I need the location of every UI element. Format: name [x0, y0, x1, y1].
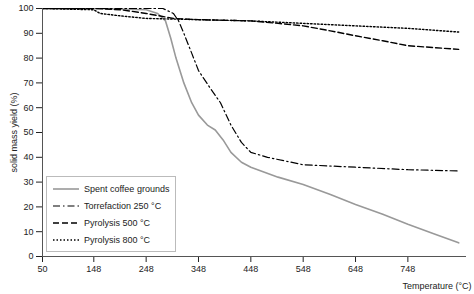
html-text:Torrefaction 250 °C: Torrefaction 250 °C	[84, 200, 162, 211]
svg-text:20: 20	[23, 202, 33, 212]
svg-text:Temperature (°C): Temperature (°C)	[402, 281, 471, 291]
svg-text:748: 748	[400, 264, 415, 274]
html-text:Pyrolysis 800 °C: Pyrolysis 800 °C	[84, 234, 151, 245]
svg-text:50: 50	[23, 127, 33, 137]
svg-text:50: 50	[37, 264, 47, 274]
svg-text:548: 548	[296, 264, 311, 274]
svg-text:solid mass yield (%): solid mass yield (%)	[9, 92, 19, 172]
html-text:Pyrolysis 500 °C: Pyrolysis 500 °C	[84, 217, 151, 228]
svg-text:40: 40	[23, 152, 33, 162]
svg-text:348: 348	[191, 264, 206, 274]
svg-text:0: 0	[28, 251, 33, 261]
svg-text:70: 70	[23, 78, 33, 88]
svg-text:10: 10	[23, 227, 33, 237]
svg-text:248: 248	[139, 264, 154, 274]
svg-text:648: 648	[348, 264, 363, 274]
svg-text:448: 448	[243, 264, 258, 274]
svg-text:30: 30	[23, 177, 33, 187]
svg-text:80: 80	[23, 53, 33, 63]
svg-text:60: 60	[23, 103, 33, 113]
svg-text:148: 148	[86, 264, 101, 274]
svg-text:100: 100	[18, 3, 33, 13]
svg-text:90: 90	[23, 28, 33, 38]
html-text:Spent coffee grounds: Spent coffee grounds	[84, 183, 170, 194]
